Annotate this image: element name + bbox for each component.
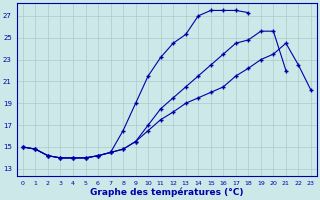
X-axis label: Graphe des températures (°C): Graphe des températures (°C) (90, 188, 244, 197)
